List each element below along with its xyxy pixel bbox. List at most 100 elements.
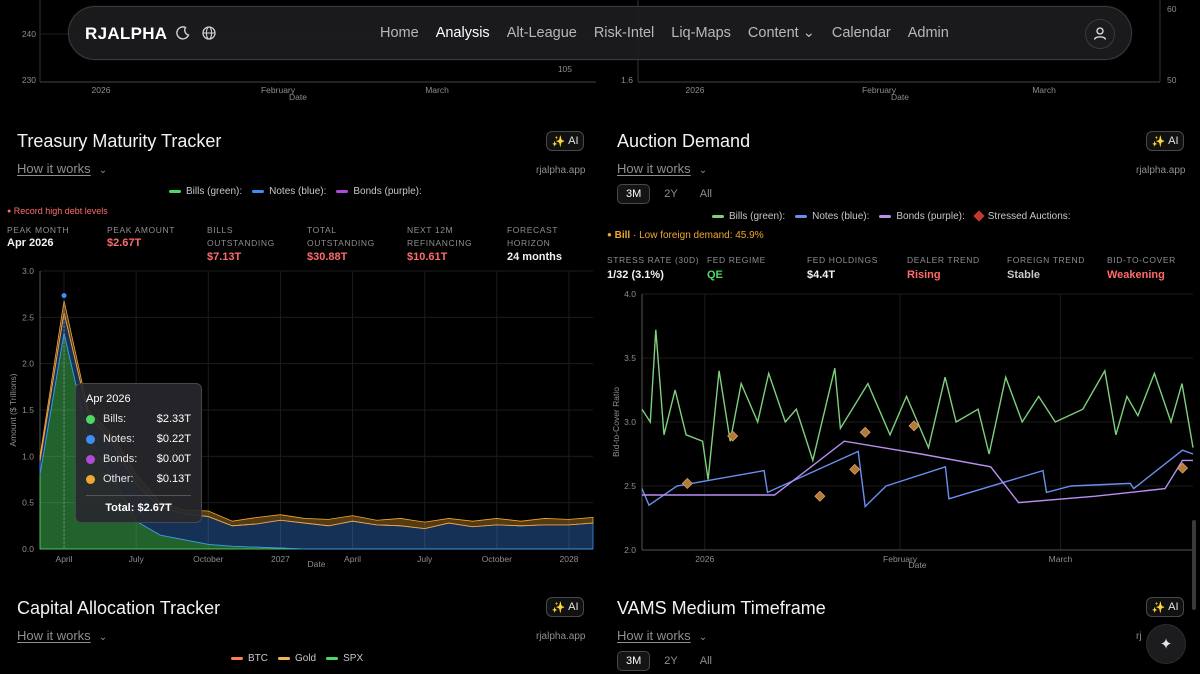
stat-value-total-outstanding: $30.88T — [307, 251, 348, 263]
series-line-notes — [641, 449, 1194, 508]
y-tick-label: 0.5 — [22, 498, 34, 508]
sparkle-icon: ✨ — [551, 601, 566, 614]
tr-ytick-right-50: 50 — [1167, 75, 1177, 85]
stat-value-fed-regime: QE — [707, 269, 723, 281]
legend-notes[interactable]: Notes (blue): — [795, 211, 869, 222]
legend-notes[interactable]: Notes (blue): — [252, 186, 326, 197]
chevron-down-icon: ⌄ — [698, 165, 708, 176]
chevron-down-icon: ⌄ — [698, 632, 708, 643]
stat-value-foreign-trend: Stable — [1007, 269, 1041, 281]
vams-title: VAMS Medium Timeframe — [617, 598, 826, 618]
alert-dot-icon: ● — [7, 208, 12, 215]
vams-ai-button[interactable]: ✨ AI — [1146, 597, 1184, 617]
stat-label-fed-holdings: FED HOLDINGS — [807, 255, 878, 265]
tooltip-row-other: Other: $0.13T — [86, 469, 191, 489]
tl-ytick-right: 105 — [558, 64, 572, 74]
how-label: How it works — [17, 628, 91, 643]
vams-how-it-works[interactable]: How it works ⌄ — [617, 628, 707, 643]
nav-home[interactable]: Home — [380, 25, 419, 41]
auction-alert: ● Bill · Low foreign demand: 45.9% — [607, 230, 764, 241]
range-3m-button[interactable]: 3M — [617, 651, 651, 671]
treasury-how-it-works[interactable]: How it works ⌄ — [17, 161, 107, 176]
range-2y-button[interactable]: 2Y — [664, 188, 678, 200]
treasury-legend: Bills (green): Notes (blue): Bonds (purp… — [169, 186, 422, 197]
x-tick-label: 2026 — [695, 554, 714, 564]
alert-dot-icon: ● — [607, 230, 612, 239]
series-line-bills — [641, 329, 1194, 480]
auction-how-it-works[interactable]: How it works ⌄ — [617, 161, 707, 176]
nav-analysis[interactable]: Analysis — [435, 25, 490, 41]
range-3m-button[interactable]: 3M — [617, 184, 651, 204]
range-all-button[interactable]: All — [699, 188, 712, 200]
range-all-button[interactable]: All — [699, 655, 712, 667]
legend-stressed[interactable]: Stressed Auctions: — [973, 210, 1071, 223]
how-label: How it works — [617, 628, 691, 643]
treasury-site-label: rjalpha.app — [536, 165, 586, 176]
ai-assistant-fab[interactable]: ✦ — [1146, 624, 1186, 664]
tl-xtick-2026: 2026 — [92, 85, 111, 95]
auction-range-selector: 3M 2Y All — [617, 184, 720, 204]
capital-legend: BTC Gold SPX — [231, 653, 363, 664]
stat-label-bid-to-cover: BID-TO-COVER — [1107, 255, 1176, 265]
x-axis-title: Date — [308, 559, 326, 569]
treasury-area-chart[interactable]: 0.0 0.5 1.0 1.5 2.0 2.5 3.0 April July October 202… — [0, 266, 600, 572]
alert-prefix: Bill — [614, 230, 631, 241]
user-account-button[interactable] — [1085, 19, 1115, 49]
stat-value-stress-rate: 1/32 (3.1%) — [607, 269, 664, 281]
nav-content-dropdown[interactable]: Content ⌄ — [747, 25, 815, 41]
legend-btc[interactable]: BTC — [231, 653, 268, 664]
stat-label-fed-regime: FED REGIME — [707, 255, 766, 265]
sparkle-icon: ✨ — [1151, 135, 1166, 148]
auction-line-chart[interactable]: 2.0 2.5 3.0 3.5 4.0 2026 February March Date Bid-… — [600, 286, 1200, 572]
capital-ai-button[interactable]: ✨ AI — [546, 597, 584, 617]
treasury-title: Treasury Maturity Tracker — [17, 131, 222, 151]
sparkle-icon: ✨ — [1151, 601, 1166, 614]
stat-label-bills-outstanding: BILLS OUTSTANDING — [207, 225, 275, 248]
y-axis-title: Bid-to-Cover Ratio — [611, 387, 621, 457]
auction-ai-button[interactable]: ✨ AI — [1146, 131, 1184, 151]
treasury-tooltip: Apr 2026 Bills: $2.33T Notes: $0.22T Bonds… — [75, 383, 202, 523]
legend-spx[interactable]: SPX — [326, 653, 363, 664]
x-tick-label: April — [56, 554, 73, 564]
y-tick-label: 2.0 — [624, 545, 636, 555]
x-tick-label: July — [417, 554, 433, 564]
legend-bonds[interactable]: Bonds (purple): — [879, 211, 965, 222]
stat-value-bills-outstanding: $7.13T — [207, 251, 242, 263]
nav-alt-league[interactable]: Alt-League — [506, 25, 577, 41]
y-tick-label: 2.5 — [22, 312, 34, 322]
tooltip-row-bills: Bills: $2.33T — [86, 409, 191, 429]
legend-gold[interactable]: Gold — [278, 653, 316, 664]
x-tick-label: February — [883, 554, 918, 564]
capital-title: Capital Allocation Tracker — [17, 598, 221, 618]
nav-calendar[interactable]: Calendar — [831, 25, 891, 41]
legend-bonds[interactable]: Bonds (purple): — [336, 186, 422, 197]
range-2y-button[interactable]: 2Y — [664, 655, 678, 667]
chevron-down-icon: ⌄ — [98, 632, 108, 643]
ai-label: AI — [568, 135, 579, 147]
nav-risk-intel[interactable]: Risk-Intel — [593, 25, 655, 41]
theme-toggle-icon[interactable] — [175, 25, 191, 41]
nav-admin[interactable]: Admin — [907, 25, 949, 41]
auction-title: Auction Demand — [617, 131, 751, 151]
brand-logo[interactable]: RJALPHA — [85, 24, 168, 43]
stat-label-forecast-horizon: FORECAST HORIZON — [507, 225, 558, 248]
ai-label: AI — [568, 601, 579, 613]
page-scrollbar[interactable] — [1192, 520, 1196, 610]
legend-bills[interactable]: Bills (green): — [169, 186, 242, 197]
stat-label-stress-rate: STRESS RATE (30D) — [607, 255, 700, 265]
tr-xtick-mar: March — [1032, 85, 1056, 95]
stat-value-next-12m: $10.61T — [407, 251, 448, 263]
y-tick-label: 0.0 — [22, 544, 34, 554]
stressed-auction-marker — [681, 477, 693, 489]
language-globe-icon[interactable] — [201, 25, 217, 41]
stat-label-total-outstanding: TOTAL OUTSTANDING — [307, 225, 375, 248]
chevron-down-icon: ⌄ — [98, 165, 108, 176]
nav-liq-maps[interactable]: Liq-Maps — [671, 25, 731, 41]
legend-bills[interactable]: Bills (green): — [712, 211, 785, 222]
capital-how-it-works[interactable]: How it works ⌄ — [17, 628, 107, 643]
y-tick-label: 3.0 — [624, 417, 636, 427]
y-tick-label: 4.0 — [624, 289, 636, 299]
stat-label-next-12m: NEXT 12M REFINANCING — [407, 225, 473, 248]
stressed-auction-marker — [849, 463, 861, 475]
treasury-ai-button[interactable]: ✨ AI — [546, 131, 584, 151]
